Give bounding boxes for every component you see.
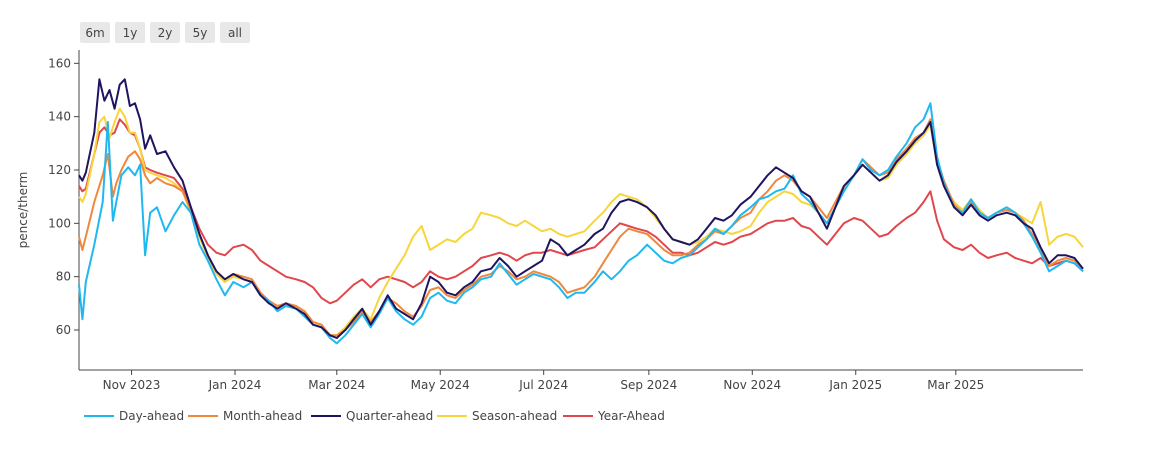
series-line-year-ahead [78,118,1084,305]
series-line-season-ahead [78,107,1084,337]
legend-item-quarter-ahead[interactable]: Quarter-ahead [311,409,433,423]
range-button-bg [220,22,250,43]
range-button-1y[interactable]: 1y [115,22,145,43]
x-tick-label: Sep 2024 [620,378,677,392]
range-button-label: 1y [123,26,138,40]
x-tick-label: Mar 2025 [927,378,984,392]
x-tick-label: Jan 2025 [828,378,882,392]
y-tick-label: 60 [56,323,71,337]
y-tick-label: 80 [56,270,71,284]
range-button-bg [185,22,215,43]
legend-item-year-ahead[interactable]: Year-Ahead [563,409,665,423]
range-button-bg [115,22,145,43]
range-button-label: all [228,26,242,40]
y-tick-label: 100 [48,216,71,230]
x-tick-label: Nov 2024 [723,378,781,392]
x-tick-label: Nov 2023 [103,378,161,392]
range-button-bg [80,22,110,43]
legend: Day-ahead Month-ahead Quarter-ahead Season-… [84,409,665,423]
range-button-5y[interactable]: 5y [185,22,215,43]
range-selector: 6m 1y 2y 5y all [80,22,250,43]
series-line-day-ahead [78,102,1084,345]
x-tick-label: Jul 2024 [518,378,568,392]
legend-label: Season-ahead [472,409,557,423]
legend-label: Day-ahead [119,409,184,423]
y-axis-title: pence/therm [16,172,30,249]
range-button-label: 6m [85,26,104,40]
legend-item-month-ahead[interactable]: Month-ahead [188,409,302,423]
axes: 60 80 100 120 140 160 Nov 2023 Jan 2024 Mar 2024… [48,50,1083,392]
range-button-all[interactable]: all [220,22,250,43]
series-line-quarter-ahead [78,78,1084,339]
legend-label: Month-ahead [223,409,302,423]
range-button-6m[interactable]: 6m [80,22,110,43]
y-tick-label: 120 [48,163,71,177]
legend-item-season-ahead[interactable]: Season-ahead [437,409,557,423]
y-tick-label: 160 [48,56,71,70]
legend-label: Year-Ahead [597,409,665,423]
legend-item-day-ahead[interactable]: Day-ahead [84,409,184,423]
range-button-2y[interactable]: 2y [150,22,180,43]
range-button-bg [150,22,180,43]
y-tick-label: 140 [48,110,71,124]
series-line-month-ahead [78,118,1084,337]
range-button-label: 5y [193,26,208,40]
x-tick-label: May 2024 [411,378,470,392]
legend-label: Quarter-ahead [346,409,433,423]
range-button-label: 2y [158,26,173,40]
x-tick-label: Jan 2024 [208,378,262,392]
x-tick-label: Mar 2024 [308,378,365,392]
plot-area [78,78,1084,345]
